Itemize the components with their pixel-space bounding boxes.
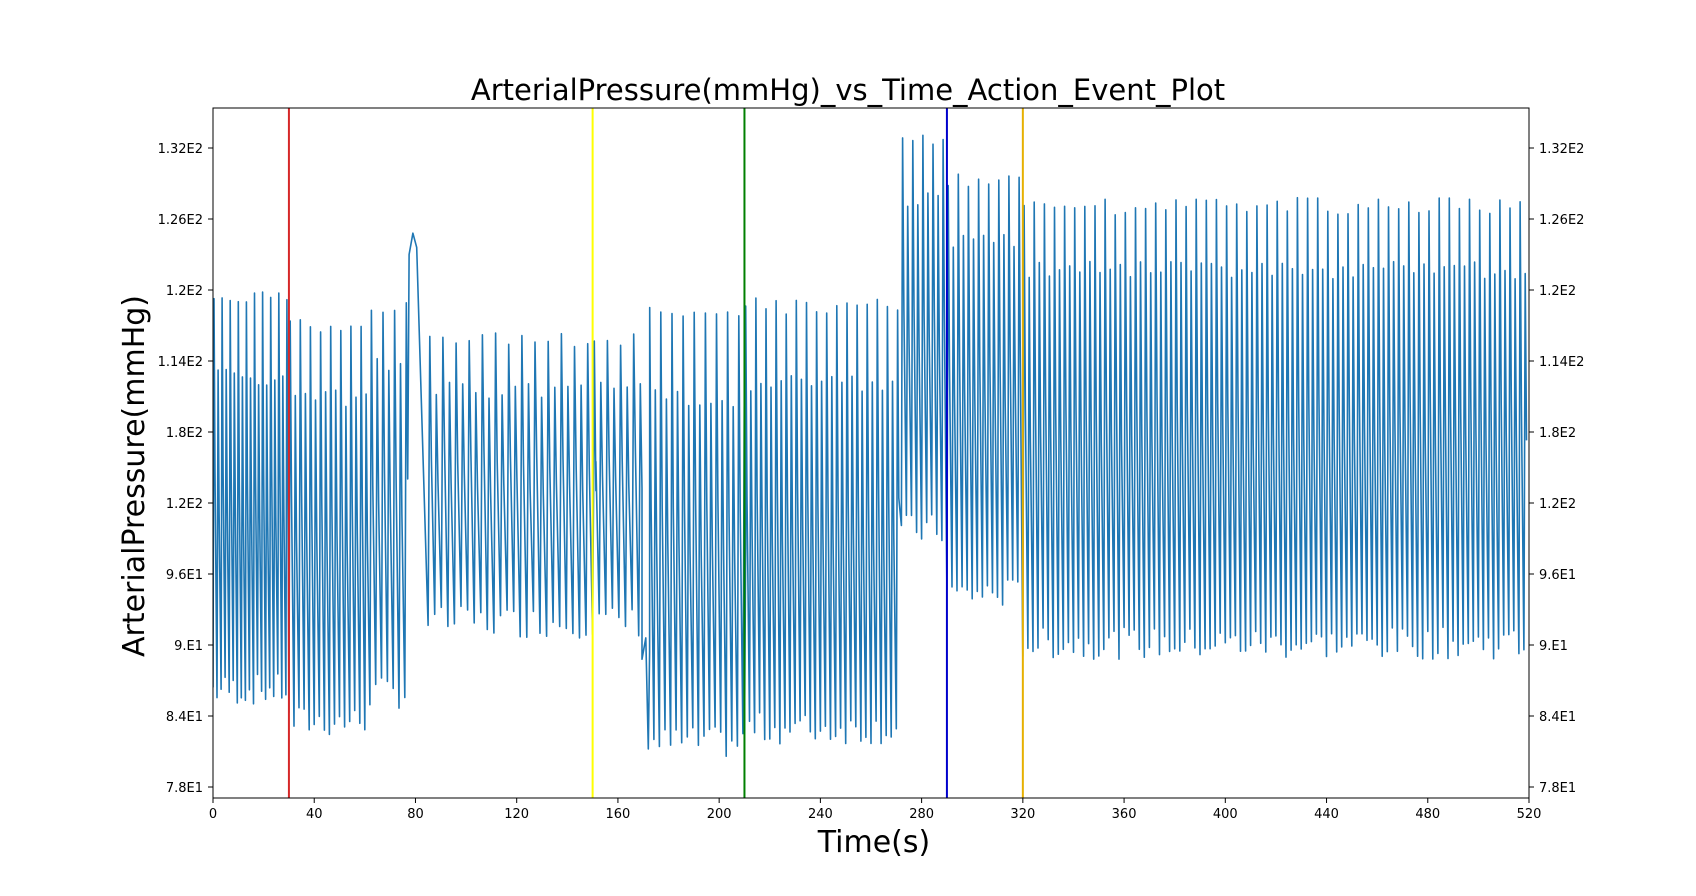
- y-tick-label-left: 9.6E1: [166, 568, 203, 583]
- x-tick-label: 80: [407, 807, 424, 822]
- x-tick-label: 320: [1010, 807, 1035, 822]
- y-tick-label-right: 1.2E2: [1539, 284, 1576, 299]
- x-tick-label: 280: [909, 807, 934, 822]
- x-tick-label: 480: [1415, 807, 1440, 822]
- y-tick-label-left: 1.32E2: [158, 142, 203, 157]
- x-tick-label: 120: [504, 807, 529, 822]
- y-tick-label-right: 8.4E1: [1539, 710, 1576, 725]
- y-tick-label-right: 1.8E2: [1539, 426, 1576, 441]
- x-tick-label: 40: [306, 807, 323, 822]
- y-tick-label-right: 9.E1: [1539, 639, 1568, 654]
- chart-title: ArterialPressure(mmHg)_vs_Time_Action_Ev…: [471, 73, 1225, 107]
- y-axis-ticks-right: 7.8E1 8.4E1 9.E1 9.6E1 1.2E2 1.8E2 1.14E2 1.2E2…: [1529, 142, 1584, 796]
- y-tick-label-left: 1.26E2: [158, 213, 203, 228]
- x-tick-label: 200: [707, 807, 732, 822]
- x-tick-label: 520: [1517, 807, 1542, 822]
- x-tick-label: 440: [1314, 807, 1339, 822]
- x-tick-label: 360: [1112, 807, 1137, 822]
- y-tick-label-left: 9.E1: [174, 639, 203, 654]
- y-tick-label-right: 1.32E2: [1539, 142, 1584, 157]
- series-layer: [213, 134, 1528, 757]
- event-lines: [287, 108, 1024, 798]
- y-tick-label-right: 1.2E2: [1539, 497, 1576, 512]
- y-axis-ticks-left: 7.8E1 8.4E1 9.E1 9.6E1 1.2E2 1.8E2 1.14E2 1.2E2…: [158, 142, 213, 796]
- series-line-0: [213, 134, 1528, 757]
- y-tick-label-left: 1.8E2: [166, 426, 203, 441]
- y-tick-label-left: 8.4E1: [166, 710, 203, 725]
- x-axis-ticks: 0 40 80 120 160 200 240 280 320 360 400 440 480 520: [209, 798, 1542, 822]
- x-axis-label: Time(s): [817, 825, 930, 860]
- x-tick-label: 400: [1213, 807, 1238, 822]
- y-tick-label-left: 1.2E2: [166, 497, 203, 512]
- y-tick-label-left: 1.14E2: [158, 355, 203, 370]
- y-tick-label-left: 1.2E2: [166, 284, 203, 299]
- x-tick-label: 0: [209, 807, 217, 822]
- y-tick-label-right: 7.8E1: [1539, 781, 1576, 796]
- x-tick-label: 160: [606, 807, 631, 822]
- y-axis-label: ArterialPressure(mmHg): [117, 295, 152, 657]
- y-tick-label-left: 7.8E1: [166, 781, 203, 796]
- y-tick-label-right: 9.6E1: [1539, 568, 1576, 583]
- y-tick-label-right: 1.26E2: [1539, 213, 1584, 228]
- y-tick-label-right: 1.14E2: [1539, 355, 1584, 370]
- x-tick-label: 240: [808, 807, 833, 822]
- plot-frame: [212, 107, 1530, 799]
